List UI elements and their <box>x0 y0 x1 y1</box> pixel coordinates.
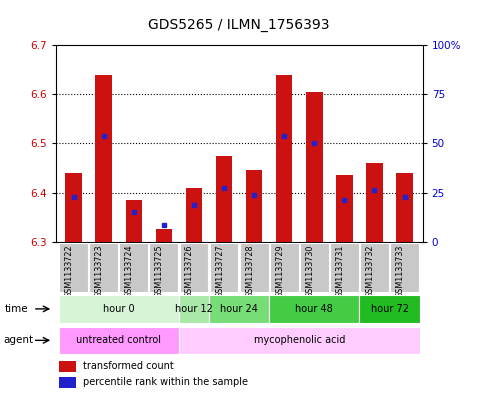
FancyBboxPatch shape <box>180 243 208 292</box>
Bar <box>59 361 76 372</box>
Bar <box>126 200 142 242</box>
Text: percentile rank within the sample: percentile rank within the sample <box>83 377 248 387</box>
Text: hour 24: hour 24 <box>220 304 258 314</box>
Text: time: time <box>5 304 28 314</box>
FancyBboxPatch shape <box>390 243 419 292</box>
Bar <box>276 75 293 242</box>
FancyBboxPatch shape <box>149 243 178 292</box>
FancyBboxPatch shape <box>210 243 239 292</box>
Text: hour 72: hour 72 <box>370 304 409 314</box>
Text: GSM1133727: GSM1133727 <box>215 244 224 298</box>
FancyBboxPatch shape <box>209 295 269 323</box>
FancyBboxPatch shape <box>269 295 359 323</box>
Text: GSM1133732: GSM1133732 <box>366 244 374 298</box>
Text: agent: agent <box>4 335 34 345</box>
FancyBboxPatch shape <box>179 327 420 354</box>
FancyBboxPatch shape <box>179 295 209 323</box>
Bar <box>65 173 82 242</box>
FancyBboxPatch shape <box>59 243 88 292</box>
Bar <box>96 75 112 242</box>
Bar <box>185 188 202 242</box>
FancyBboxPatch shape <box>359 295 420 323</box>
Text: GSM1133728: GSM1133728 <box>245 244 254 298</box>
FancyBboxPatch shape <box>330 243 359 292</box>
FancyBboxPatch shape <box>270 243 298 292</box>
Text: GSM1133730: GSM1133730 <box>305 244 314 298</box>
Text: GSM1133726: GSM1133726 <box>185 244 194 298</box>
Text: GDS5265 / ILMN_1756393: GDS5265 / ILMN_1756393 <box>148 18 330 32</box>
Bar <box>306 92 323 242</box>
Text: GSM1133723: GSM1133723 <box>95 244 104 298</box>
Text: GSM1133724: GSM1133724 <box>125 244 134 298</box>
Text: transformed count: transformed count <box>83 361 174 371</box>
Text: mycophenolic acid: mycophenolic acid <box>254 335 345 345</box>
Bar <box>246 171 262 242</box>
Text: GSM1133722: GSM1133722 <box>65 244 73 298</box>
Text: GSM1133725: GSM1133725 <box>155 244 164 298</box>
Text: GSM1133729: GSM1133729 <box>275 244 284 298</box>
Text: untreated control: untreated control <box>76 335 161 345</box>
Bar <box>396 173 413 242</box>
FancyBboxPatch shape <box>360 243 389 292</box>
Bar <box>366 163 383 242</box>
FancyBboxPatch shape <box>58 295 179 323</box>
Text: hour 0: hour 0 <box>103 304 135 314</box>
Text: hour 12: hour 12 <box>175 304 213 314</box>
Bar <box>216 156 232 242</box>
FancyBboxPatch shape <box>240 243 269 292</box>
Bar <box>336 175 353 242</box>
FancyBboxPatch shape <box>89 243 118 292</box>
Text: GSM1133733: GSM1133733 <box>396 244 405 298</box>
Bar <box>156 230 172 242</box>
Text: hour 48: hour 48 <box>296 304 333 314</box>
Bar <box>59 377 76 387</box>
FancyBboxPatch shape <box>58 327 179 354</box>
FancyBboxPatch shape <box>119 243 148 292</box>
FancyBboxPatch shape <box>300 243 329 292</box>
Text: GSM1133731: GSM1133731 <box>335 244 344 298</box>
